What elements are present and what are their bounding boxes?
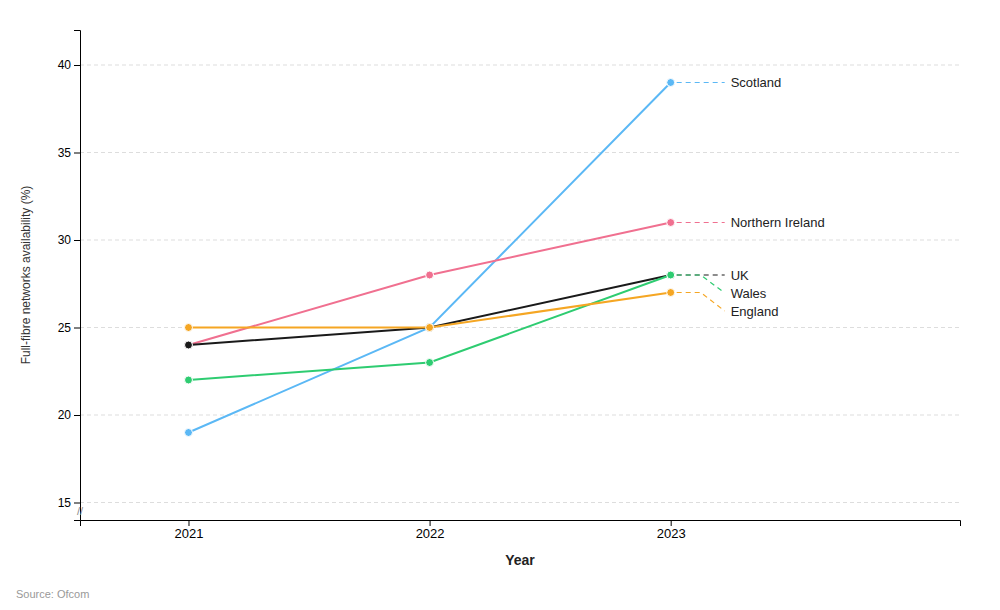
x-axis-title: Year bbox=[505, 552, 535, 568]
label-connector bbox=[677, 82, 725, 83]
series-line bbox=[188, 293, 670, 328]
x-tick-line bbox=[430, 520, 431, 526]
series-marker bbox=[667, 271, 675, 279]
series-marker bbox=[426, 324, 434, 332]
series-marker bbox=[185, 429, 193, 437]
series-label: Scotland bbox=[731, 75, 782, 90]
y-tick-label: 40 bbox=[58, 58, 72, 72]
series-label: England bbox=[731, 304, 779, 319]
y-axis: 15 20 25 30 35 40 bbox=[58, 31, 81, 521]
series-marker bbox=[667, 79, 675, 87]
y-tick-line bbox=[74, 328, 80, 329]
y-tick: 25 bbox=[58, 321, 80, 335]
x-axis-line bbox=[81, 521, 961, 527]
chart-container: 2021 2022 2023 15 20 25 30 35 40 Year Full-fibre n… bbox=[0, 0, 1000, 610]
series-marker bbox=[185, 341, 193, 349]
x-tick: 2022 bbox=[416, 520, 445, 541]
series-marker bbox=[667, 219, 675, 227]
series-marker bbox=[426, 324, 434, 332]
series-marker bbox=[426, 359, 434, 367]
axis-break: // bbox=[77, 505, 84, 517]
series-label: UK bbox=[731, 268, 749, 283]
series-line bbox=[188, 83, 670, 433]
y-tick-line bbox=[74, 240, 80, 241]
series-marker bbox=[185, 324, 193, 332]
label-connector bbox=[677, 275, 725, 293]
series-line bbox=[188, 275, 670, 345]
series-marker bbox=[426, 324, 434, 332]
y-tick-line bbox=[74, 65, 80, 66]
y-tick-line bbox=[74, 153, 80, 154]
grid-line bbox=[80, 502, 960, 503]
direct-labels: Scotland Northern Ireland UK Wales England bbox=[677, 75, 825, 318]
label-connector bbox=[677, 222, 725, 223]
y-tick-label: 25 bbox=[58, 321, 72, 335]
x-tick-line bbox=[188, 520, 189, 526]
series-marker bbox=[667, 271, 675, 279]
x-tick-label: 2022 bbox=[416, 526, 445, 541]
series-marker bbox=[426, 271, 434, 279]
x-axis: 2021 2022 2023 bbox=[81, 520, 961, 541]
grid-line bbox=[80, 65, 960, 66]
series-label: Northern Ireland bbox=[731, 215, 825, 230]
grid-line bbox=[80, 240, 960, 241]
y-axis-title: Full-fibre networks availability (%) bbox=[19, 186, 33, 365]
label-connector bbox=[677, 274, 725, 275]
y-tick-label: 20 bbox=[58, 408, 72, 422]
label-connector bbox=[677, 293, 725, 312]
grid-line bbox=[80, 152, 960, 153]
x-tick: 2023 bbox=[657, 520, 686, 541]
x-tick-label: 2023 bbox=[657, 526, 686, 541]
series-line bbox=[188, 223, 670, 346]
x-tick: 2021 bbox=[175, 520, 204, 541]
series-marker bbox=[667, 289, 675, 297]
y-tick: 20 bbox=[58, 408, 80, 422]
y-tick-line bbox=[74, 503, 80, 504]
series-line bbox=[188, 275, 670, 380]
series-marker bbox=[185, 376, 193, 384]
y-tick-label: 30 bbox=[58, 233, 72, 247]
x-tick-line bbox=[671, 520, 672, 526]
y-tick-label: 15 bbox=[58, 496, 72, 510]
grid-line bbox=[80, 415, 960, 416]
y-tick: 30 bbox=[58, 233, 80, 247]
plot-area bbox=[185, 79, 675, 437]
y-tick-line bbox=[74, 415, 80, 416]
x-tick-label: 2021 bbox=[175, 526, 204, 541]
grid bbox=[80, 65, 960, 503]
series-marker bbox=[185, 341, 193, 349]
source-note: Source: Ofcom bbox=[16, 588, 89, 600]
y-tick: 40 bbox=[58, 58, 80, 72]
series-label: Wales bbox=[731, 286, 767, 301]
chart-svg: 2021 2022 2023 15 20 25 30 35 40 Year Full-fibre n… bbox=[0, 0, 1000, 610]
y-tick-label: 35 bbox=[58, 146, 72, 160]
y-tick: 35 bbox=[58, 146, 80, 160]
y-axis-line bbox=[74, 31, 81, 521]
